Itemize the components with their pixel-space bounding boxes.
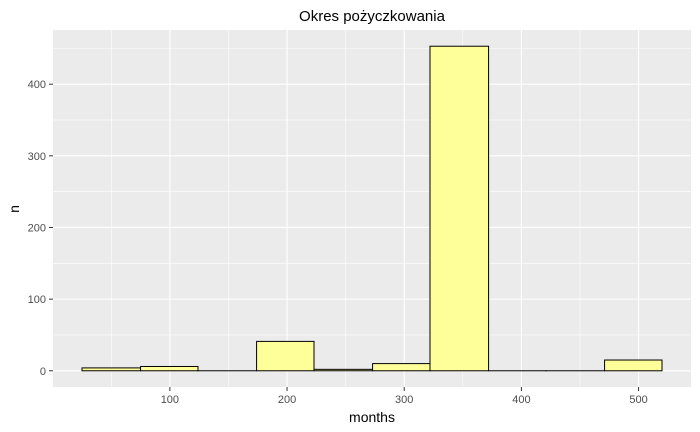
y-tick-label: 200 [28, 222, 46, 234]
x-tick-label: 400 [512, 394, 530, 406]
x-tick-label: 500 [629, 394, 647, 406]
x-tick-label: 100 [161, 394, 179, 406]
y-tick-label: 300 [28, 151, 46, 163]
x-axis-title: months [349, 409, 395, 425]
histogram-bar [429, 45, 490, 372]
histogram-bar [604, 359, 663, 372]
histogram-bar [313, 368, 374, 372]
histogram-bar [372, 363, 431, 372]
histogram-bars [81, 45, 663, 372]
y-axis-ticks: 0 100 200 300 400 [28, 79, 53, 378]
y-tick-label: 0 [40, 366, 46, 378]
y-tick-label: 400 [28, 79, 46, 91]
minor-gridlines [53, 30, 691, 387]
x-axis-ticks: 100 200 300 400 500 [161, 387, 648, 406]
chart-title: Okres pożyczkowania [299, 8, 446, 25]
histogram-bar [81, 367, 142, 372]
x-tick-label: 300 [395, 394, 413, 406]
x-tick-label: 200 [278, 394, 296, 406]
plot-panel [53, 30, 691, 387]
y-axis-title: n [6, 205, 22, 213]
histogram-bar [256, 340, 315, 372]
histogram-bar [140, 365, 199, 372]
y-tick-label: 100 [28, 294, 46, 306]
